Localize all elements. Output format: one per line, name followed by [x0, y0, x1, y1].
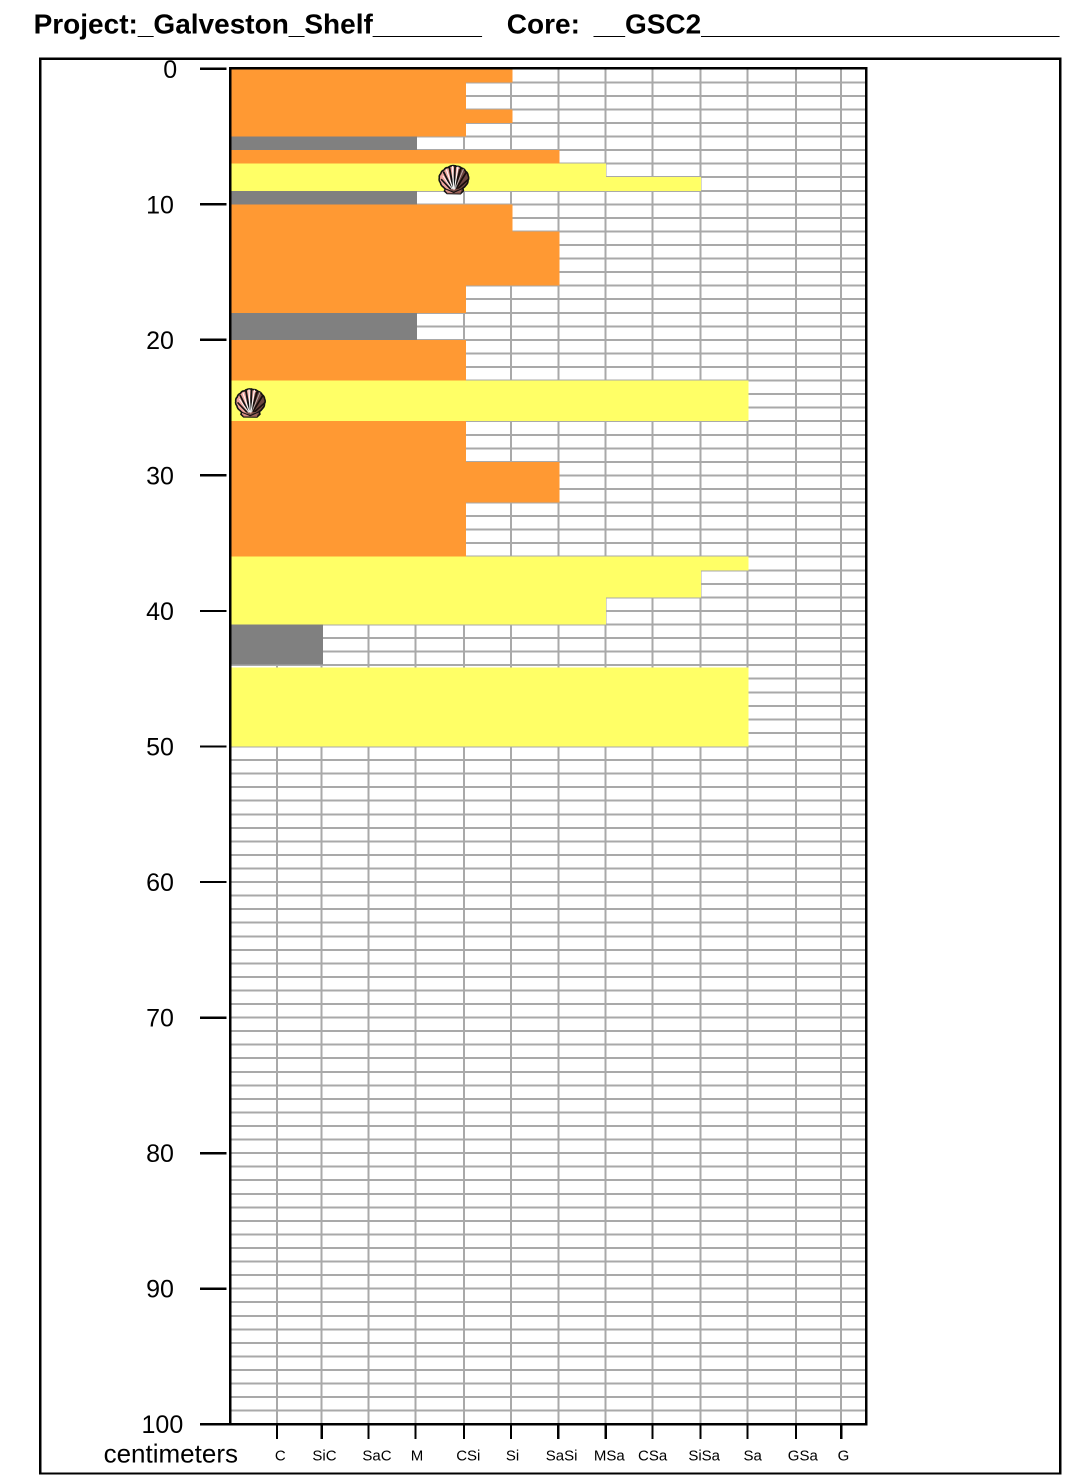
svg-text:Sa: Sa [744, 1448, 763, 1465]
svg-text:SaC: SaC [362, 1448, 391, 1465]
svg-text:90: 90 [146, 1276, 174, 1304]
svg-text:SaSi: SaSi [546, 1448, 578, 1465]
svg-text:SiC: SiC [312, 1448, 336, 1465]
svg-text:G: G [838, 1448, 850, 1465]
svg-text:40: 40 [146, 598, 174, 626]
svg-text:CSa: CSa [638, 1448, 668, 1465]
svg-text:20: 20 [146, 327, 174, 355]
svg-text:10: 10 [146, 191, 174, 219]
svg-text:CSi: CSi [456, 1448, 480, 1465]
svg-text:__GSC2_______________________: __GSC2_______________________ [593, 9, 1060, 40]
svg-text:M: M [411, 1448, 424, 1465]
svg-text:30: 30 [146, 462, 174, 490]
svg-text:SiSa: SiSa [688, 1448, 720, 1465]
svg-text:80: 80 [146, 1140, 174, 1168]
svg-text:100: 100 [142, 1411, 184, 1439]
svg-text:centimeters: centimeters [104, 1438, 238, 1468]
svg-text:C: C [275, 1448, 286, 1465]
svg-text:70: 70 [146, 1005, 174, 1033]
svg-text:Project:_Galveston_Shelf______: Project:_Galveston_Shelf_______ [34, 9, 483, 40]
svg-text:GSa: GSa [788, 1448, 819, 1465]
svg-text:0: 0 [163, 56, 177, 84]
svg-text:Si: Si [506, 1448, 519, 1465]
svg-text:Core:: Core: [507, 9, 580, 40]
svg-text:50: 50 [146, 734, 174, 762]
svg-text:60: 60 [146, 869, 174, 897]
svg-text:MSa: MSa [594, 1448, 626, 1465]
